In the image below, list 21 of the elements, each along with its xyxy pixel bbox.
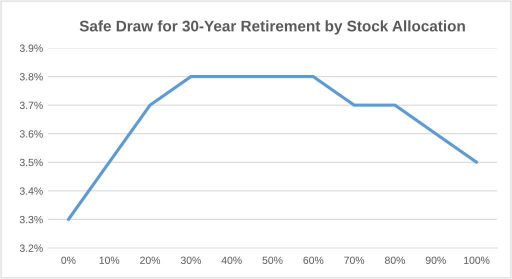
x-tick-label: 100%: [464, 256, 490, 264]
x-tick-label: 40%: [221, 256, 242, 264]
x-tick-label: 80%: [384, 256, 406, 264]
y-tick-label: 3.2%: [20, 244, 43, 252]
x-tick-label: 70%: [344, 256, 364, 264]
x-tick-label: 90%: [426, 256, 446, 264]
x-tick-label: 20%: [140, 256, 160, 264]
x-tick-label: 0%: [61, 256, 76, 264]
x-tick-label: 50%: [262, 256, 283, 264]
y-tick-label: 3.8%: [20, 73, 43, 80]
y-tick-label: 3.6%: [20, 130, 43, 138]
chart-title: Safe Draw for 30-Year Retirement by Stock Allocation: [80, 20, 465, 35]
x-tick-label: 30%: [180, 256, 201, 264]
y-tick-label: 3.4%: [20, 187, 43, 195]
x-tick-label: 10%: [100, 256, 120, 264]
line-series: [66, 75, 478, 221]
x-tick-label: 60%: [303, 256, 324, 264]
y-tick-label: 3.9%: [20, 44, 43, 52]
y-tick-label: 3.3%: [20, 216, 43, 224]
y-tick-label: 3.7%: [20, 102, 43, 110]
y-tick-label: 3.5%: [20, 158, 43, 166]
